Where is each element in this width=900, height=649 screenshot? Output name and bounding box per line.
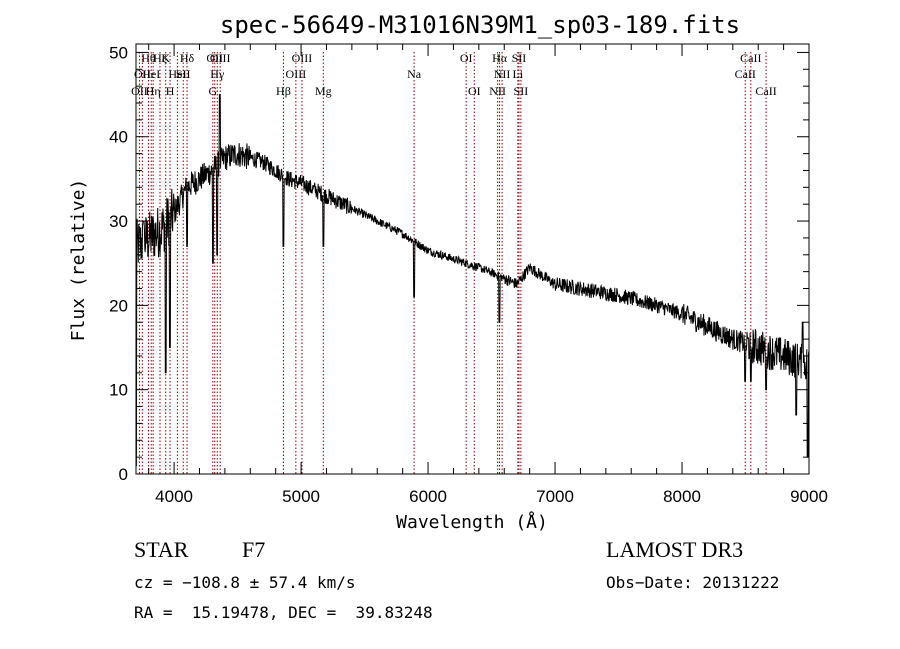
x-axis-label: Wavelength (Å) [396,511,548,533]
line-label: Hη [146,84,161,98]
object-class: STAR [134,537,189,562]
y-tick-label: 20 [109,296,128,315]
line-label: OII [131,84,148,98]
line-label: Hα [492,51,508,65]
line-label: CaII [755,84,776,98]
y-tick-label: 10 [109,381,128,400]
line-label: OI [468,84,481,98]
survey-name: LAMOST DR3 [606,537,744,562]
spectral-line-markers [138,52,767,474]
line-label: G [208,84,217,98]
line-label: Na [407,67,422,81]
line-label: SII [176,67,191,81]
line-label: OI [460,51,473,65]
line-label: OII [206,51,223,65]
line-label: Hβ [276,84,291,98]
line-label: H [166,84,175,98]
x-tick-label: 9000 [790,487,828,506]
y-tick-label: 30 [109,212,128,231]
line-label: SII [514,84,529,98]
plot-frame [135,43,810,475]
spectral-line-labels: OIIOIIHθHeIHηHζKHHeISIIHδGOIIHγOIIIHβOII… [131,51,777,98]
observation-date: Obs−Date: 20131222 [606,573,780,592]
line-label: Li [512,67,523,81]
y-axis-label: Flux (relative) [68,179,89,342]
x-tick-label: 6000 [409,487,447,506]
line-label: NII [494,67,511,81]
spectrum-line [135,94,810,467]
line-label: SII [512,51,527,65]
line-label: OIII [286,67,307,81]
y-axis-ticks: 0 10 20 30 40 50 [109,43,809,484]
redshift-velocity: cz = −108.8 ± 57.4 km/s [134,573,356,592]
y-tick-label: 50 [109,43,128,62]
line-label: HeI [168,67,186,81]
line-label: Hγ [210,67,225,81]
object-subclass: F7 [242,537,266,562]
x-tick-label: 4000 [155,487,193,506]
chart-title: spec-56649-M31016N39M1_sp03-189.fits [220,11,740,39]
x-tick-label: 5000 [282,487,320,506]
line-label: CaII [735,67,756,81]
line-label: OIII [292,51,313,65]
line-label: CaII [740,51,761,65]
line-label: NII [489,84,506,98]
line-label: OII [134,67,151,81]
line-label: K [161,51,170,65]
line-label: Mg [315,84,332,98]
x-tick-label: 7000 [536,487,574,506]
y-tick-label: 0 [119,465,128,484]
line-label: OIII [210,51,231,65]
x-axis-ticks: 4000 5000 6000 7000 8000 9000 [148,44,828,506]
line-label: Hζ [153,51,167,65]
y-tick-label: 40 [109,128,128,147]
line-label: Hδ [180,51,195,65]
sky-coordinates: RA = 15.19478, DEC = 39.83248 [134,603,433,622]
line-label: Hθ [141,51,156,65]
line-label: HeI [142,67,160,81]
x-tick-label: 8000 [663,487,701,506]
